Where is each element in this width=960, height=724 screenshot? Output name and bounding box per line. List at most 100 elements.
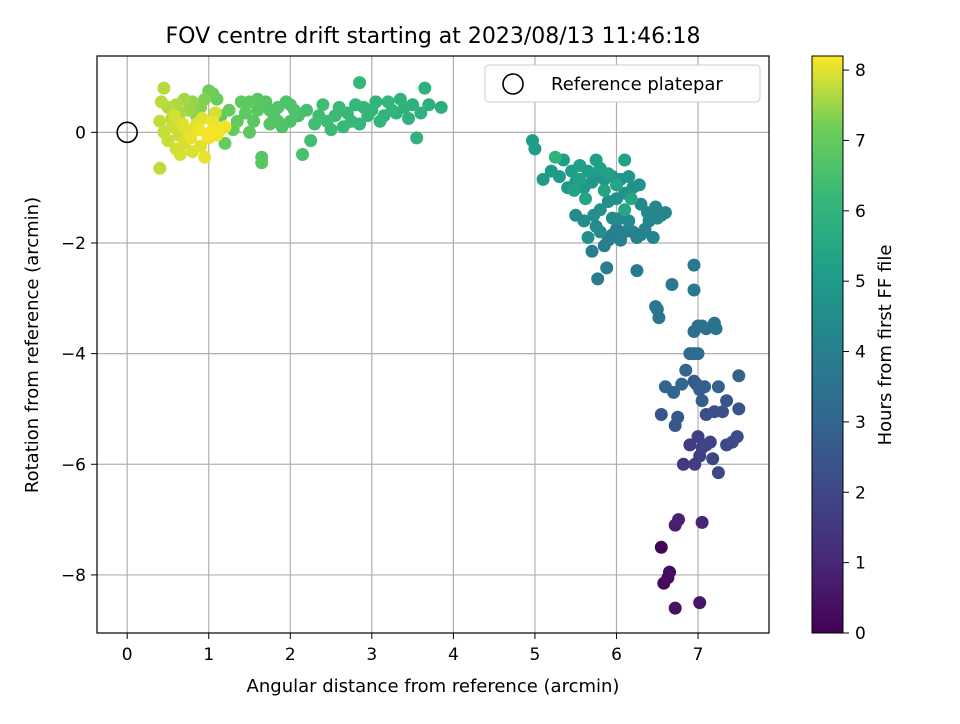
data-point — [218, 136, 232, 150]
colorbar-tick-label: 8 — [855, 61, 866, 81]
data-point — [581, 231, 595, 244]
data-point — [206, 114, 220, 128]
colorbar-tick-label: 1 — [855, 554, 866, 574]
data-point — [671, 410, 685, 424]
data-point — [711, 466, 725, 480]
data-point — [658, 206, 672, 220]
data-point — [691, 347, 705, 361]
colorbar-tick-label: 6 — [855, 202, 866, 222]
data-point — [579, 192, 592, 206]
y-axis-ticks: −8 −6 −4 −2 0 — [61, 123, 97, 586]
data-point — [706, 452, 720, 466]
data-point — [630, 264, 644, 278]
data-point — [691, 430, 705, 444]
data-point — [600, 261, 614, 275]
data-point — [703, 435, 717, 449]
data-point — [585, 244, 599, 258]
data-point — [336, 120, 350, 134]
data-point — [418, 81, 432, 95]
colorbar-gradient — [811, 55, 844, 634]
data-point — [720, 394, 734, 408]
data-point — [544, 164, 558, 178]
data-point — [373, 114, 387, 128]
data-point — [732, 369, 746, 383]
data-point — [687, 258, 701, 272]
colorbar-ticks: 0 1 2 3 4 5 6 7 8 — [843, 61, 866, 644]
legend: Reference platepar — [484, 64, 761, 103]
data-point — [536, 172, 550, 186]
colorbar-tick-label: 3 — [855, 413, 866, 433]
data-point — [716, 405, 729, 419]
data-point — [591, 272, 605, 286]
y-tick-label: 0 — [75, 123, 86, 143]
data-point — [353, 76, 367, 90]
x-tick-label: 2 — [285, 645, 296, 665]
data-point — [247, 114, 261, 128]
data-point — [153, 114, 167, 128]
data-point — [610, 178, 623, 192]
data-point — [730, 430, 744, 444]
data-point — [632, 178, 646, 192]
data-point — [687, 283, 701, 297]
y-axis-label: Rotation from reference (arcmin) — [22, 197, 43, 493]
data-point — [618, 203, 632, 217]
data-point — [675, 377, 689, 391]
y-tick-label: −6 — [61, 455, 86, 475]
data-point — [526, 134, 539, 148]
x-axis-label: Angular distance from reference (arcmin) — [247, 676, 620, 697]
data-point — [693, 596, 707, 610]
data-point — [238, 106, 252, 120]
data-point — [161, 134, 175, 148]
data-point — [414, 106, 428, 120]
data-point — [251, 103, 265, 117]
x-tick-label: 0 — [122, 645, 133, 665]
colorbar-tick-label: 2 — [855, 483, 866, 503]
data-point — [218, 120, 232, 134]
data-point — [732, 402, 746, 416]
data-point — [154, 95, 168, 109]
data-point — [581, 164, 595, 178]
data-point — [569, 208, 583, 222]
reference-platepar-marker — [116, 121, 138, 144]
data-point — [184, 131, 198, 145]
x-tick-label: 4 — [448, 645, 459, 665]
colorbar-label: Hours from first FF file — [875, 245, 896, 446]
colorbar-tick-label: 7 — [855, 131, 866, 151]
data-point — [548, 150, 562, 164]
plot-frame — [96, 55, 770, 634]
data-point — [410, 131, 424, 145]
data-point — [652, 311, 666, 325]
data-point — [316, 98, 330, 112]
data-point — [198, 150, 212, 164]
data-point — [679, 363, 693, 377]
data-point — [663, 565, 676, 579]
data-point — [605, 211, 619, 225]
legend-label-reference: Reference platepar — [551, 74, 723, 95]
scatter-points — [153, 76, 746, 615]
data-point — [255, 156, 269, 170]
legend-box — [484, 64, 761, 103]
chart-title: FOV centre drift starting at 2023/08/13 … — [166, 24, 701, 49]
data-point — [153, 161, 167, 175]
colorbar-tick-label: 4 — [855, 343, 866, 363]
data-point — [597, 183, 611, 197]
data-point — [365, 103, 379, 117]
x-tick-label: 1 — [203, 645, 214, 665]
data-point — [668, 601, 682, 615]
x-tick-label: 3 — [366, 645, 377, 665]
data-point — [381, 95, 395, 109]
data-point — [672, 513, 685, 527]
data-point — [593, 203, 607, 217]
data-point — [649, 300, 663, 314]
x-tick-label: 5 — [530, 645, 541, 665]
data-point — [601, 167, 615, 181]
data-point — [676, 457, 690, 471]
colorbar-tick-label: 0 — [855, 624, 866, 644]
y-tick-label: −4 — [61, 345, 86, 365]
data-point — [624, 192, 638, 206]
y-tick-label: −8 — [61, 566, 86, 586]
data-point — [263, 117, 277, 131]
data-point — [654, 408, 668, 421]
